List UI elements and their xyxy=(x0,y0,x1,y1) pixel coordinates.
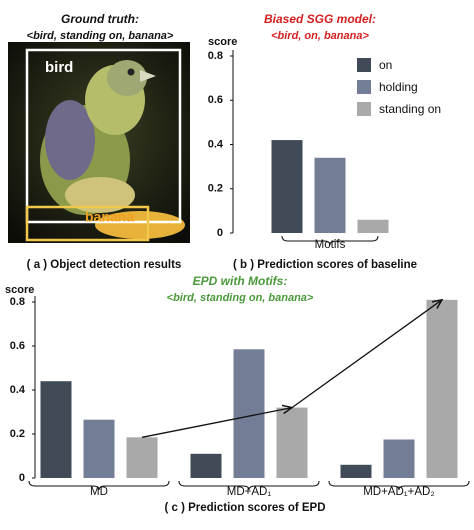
legend-label: on xyxy=(379,58,392,72)
trend-arrow xyxy=(141,408,292,438)
photo-title: Ground truth: xyxy=(61,12,139,26)
bar xyxy=(126,437,158,478)
legend-swatch xyxy=(357,58,371,72)
category-brace xyxy=(281,235,379,246)
y-tick-label: 0 xyxy=(19,472,25,484)
bar xyxy=(190,453,222,478)
caption: ( b ) Prediction scores of baseline xyxy=(233,259,417,271)
x-tick-label: MD xyxy=(90,486,108,498)
bar xyxy=(271,140,303,233)
category-brace xyxy=(328,480,470,491)
trend-arrow xyxy=(291,300,442,409)
category-brace xyxy=(178,480,320,491)
x-tick-label: MD+AD₁ xyxy=(227,486,272,498)
chart-subtitle: <bird, standing on, banana> xyxy=(167,292,314,304)
x-tick-label: Motifs xyxy=(315,239,346,251)
bar xyxy=(83,419,115,478)
y-tick-label: 0.4 xyxy=(10,384,26,396)
bar xyxy=(426,299,458,478)
photo xyxy=(8,42,190,243)
legend-swatch xyxy=(357,102,371,116)
y-tick-label: 0 xyxy=(217,227,223,239)
y-tick-label: 0.2 xyxy=(208,183,223,195)
chart-subtitle: <bird, on, banana> xyxy=(271,30,369,42)
bar xyxy=(340,464,372,478)
y-tick-label: 0.2 xyxy=(10,428,25,440)
bar xyxy=(276,407,308,478)
box-label: bird xyxy=(45,59,73,76)
bar xyxy=(314,157,346,233)
y-axis-label: score xyxy=(5,284,34,296)
x-tick-label: MD+AD₁+AD₂ xyxy=(363,486,435,498)
y-tick-label: 0.6 xyxy=(10,340,25,352)
chart-title: EPD with Motifs: xyxy=(193,274,288,288)
caption: ( a ) Object detection results xyxy=(27,259,182,271)
y-tick-label: 0.6 xyxy=(208,94,223,106)
y-tick-label: 0.8 xyxy=(208,50,223,62)
bar xyxy=(383,439,415,478)
bar xyxy=(357,219,389,233)
caption: ( c ) Prediction scores of EPD xyxy=(164,502,325,514)
bar xyxy=(40,381,72,478)
chart-title: Biased SGG model: xyxy=(264,12,376,26)
photo-subtitle: <bird, standing on, banana> xyxy=(27,30,174,42)
legend-swatch xyxy=(357,80,371,94)
box-label: banana xyxy=(85,209,134,225)
legend-label: standing on xyxy=(379,102,441,116)
y-axis-label: score xyxy=(208,36,237,48)
y-tick-label: 0.4 xyxy=(208,138,224,150)
category-brace xyxy=(28,480,170,491)
legend-label: holding xyxy=(379,80,418,94)
y-tick-label: 0.8 xyxy=(10,296,25,308)
